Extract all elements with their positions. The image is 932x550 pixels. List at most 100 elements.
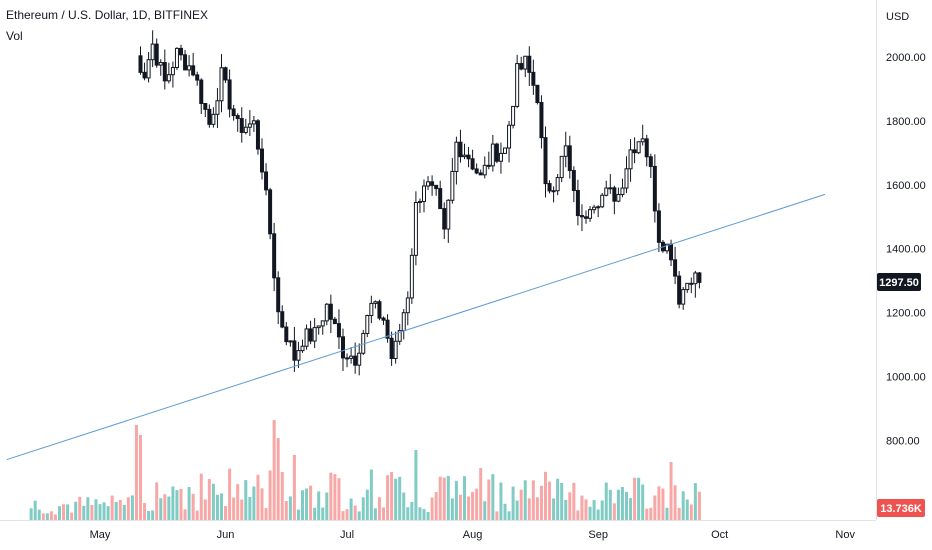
candle-down (385, 319, 390, 339)
volume-bar (556, 478, 560, 520)
volume-bar (66, 504, 70, 520)
price-axis-ticks: 2000.00 1800.00 1600.00 1400.00 1200.00 1000.… (886, 52, 926, 447)
volume-bar (82, 505, 86, 520)
volume-bar (329, 472, 333, 520)
candle-up (628, 149, 633, 170)
candle-down (154, 43, 159, 66)
candle-down (458, 141, 463, 158)
candle-up (251, 120, 256, 125)
candle-up (211, 113, 216, 125)
volume-bar (309, 485, 313, 520)
candle-down (579, 215, 584, 218)
candle-up (620, 187, 625, 195)
volume-bar (333, 474, 337, 520)
candle-up (150, 43, 155, 61)
volume-bar (531, 480, 535, 520)
volume-bar (341, 511, 345, 520)
candle-up (592, 206, 597, 211)
candle-up (636, 141, 641, 154)
candle-up (515, 63, 520, 107)
volume-bar (560, 482, 564, 520)
volume-bar (325, 492, 329, 520)
candle-up (215, 100, 220, 115)
candle-up (405, 297, 410, 314)
volume-bar (386, 475, 390, 520)
volume-bar (49, 511, 53, 520)
volume-bar (645, 508, 649, 520)
volume-bar (616, 489, 620, 520)
candle-down (519, 63, 524, 70)
volume-bar (337, 478, 341, 520)
volume-bar (244, 480, 248, 520)
volume-bar (353, 505, 357, 520)
candle-up (146, 59, 151, 79)
candle-down (203, 102, 208, 110)
volume-bar (179, 489, 183, 520)
candle-down (179, 47, 183, 56)
candle-down (527, 55, 532, 73)
volume-bar (592, 500, 596, 520)
candle-down (669, 243, 674, 261)
volume-bar (491, 474, 495, 520)
candle-up (454, 141, 459, 172)
candle-up (523, 55, 528, 70)
volume-bar (572, 482, 576, 520)
volume-bar (673, 485, 677, 520)
volume-bar (78, 496, 82, 520)
candle-up (170, 67, 175, 76)
volume-bar (53, 514, 57, 520)
volume-bar (163, 494, 167, 520)
price-tick-label: 1400.00 (886, 244, 926, 256)
volume-bar (130, 495, 134, 520)
volume-tag-label: 13.736K (880, 503, 922, 515)
chart-title: Ethereum / U.S. Dollar, 1D, BITFINEX (6, 8, 209, 22)
volume-bar (693, 483, 697, 520)
candle-down (276, 277, 281, 313)
volume-bar (446, 476, 450, 520)
volume-bar (600, 500, 604, 520)
volume-bar (430, 497, 434, 520)
volume-bar (280, 472, 284, 520)
candle-down (235, 115, 240, 120)
volume-bar (649, 507, 653, 520)
volume-bar (288, 496, 292, 520)
candle-down (223, 67, 228, 81)
volume-bar (45, 513, 49, 520)
time-tick-label: Aug (463, 529, 483, 541)
volume-bar (143, 502, 147, 520)
volume-bar (90, 505, 94, 520)
candle-down (539, 102, 544, 139)
volume-bar (155, 482, 159, 520)
candle-up (409, 254, 414, 299)
volume-bar (369, 469, 373, 520)
candle-down (474, 168, 479, 174)
time-tick-label: May (90, 529, 111, 541)
volume-bar (454, 480, 458, 520)
volume-bar (215, 494, 219, 520)
price-tick-label: 1200.00 (886, 308, 926, 320)
volume-bar (171, 486, 175, 520)
volume-bar (195, 510, 199, 520)
volume-bar (629, 498, 633, 520)
candle-down (644, 138, 649, 158)
candle-down (162, 62, 167, 82)
candle-down (656, 210, 661, 243)
candle-up (503, 147, 507, 154)
candle-down (535, 84, 540, 104)
volume-bar (458, 494, 462, 520)
volume-bar (110, 495, 114, 520)
candle-down (353, 355, 358, 366)
volume-bar (86, 497, 90, 520)
candle-up (426, 181, 431, 187)
trendline[interactable] (6, 193, 826, 461)
volume-bar (588, 506, 592, 520)
volume-bar (382, 507, 385, 520)
volume-bar (604, 482, 608, 520)
candle-up (304, 328, 309, 347)
volume-bar (183, 509, 187, 520)
volume-bar (301, 490, 304, 520)
candle-down (494, 143, 499, 162)
volume-bar (669, 462, 673, 520)
price-tick-label: 1000.00 (886, 372, 926, 384)
